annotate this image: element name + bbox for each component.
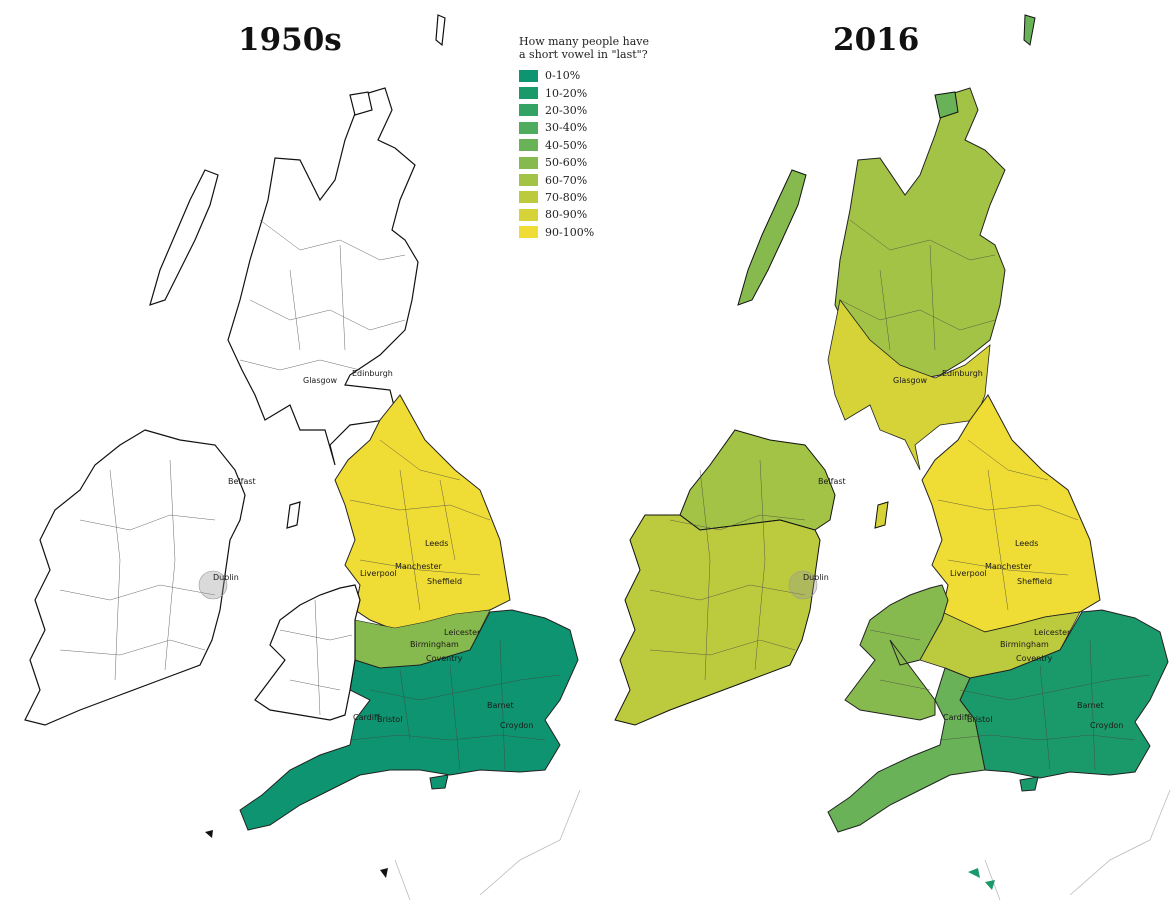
scotland-north-region	[834, 87, 1006, 381]
city-label-belfast: Belfast	[818, 477, 846, 486]
city-label-bristol: Bristol	[967, 715, 992, 724]
legend-swatch	[519, 208, 538, 221]
legend-item: 90-100%	[519, 224, 679, 241]
city-label-edinburgh: Edinburgh	[942, 369, 983, 378]
map-1950s	[24, 14, 581, 901]
city-label-cardiff: Cardiff	[353, 713, 380, 722]
legend-swatch	[519, 139, 538, 152]
ireland-region	[24, 429, 246, 726]
map-title-1950s: 1950s	[238, 22, 342, 58]
city-label-manchester: Manchester	[395, 562, 442, 571]
legend-label: 40-50%	[545, 138, 588, 152]
ireland-north-region	[679, 429, 836, 531]
legend-item: 40-50%	[519, 137, 679, 154]
legend-item: 30-40%	[519, 119, 679, 136]
city-label-birmingham: Birmingham	[1000, 640, 1049, 649]
city-label-leeds: Leeds	[425, 539, 448, 548]
city-label-leeds: Leeds	[1015, 539, 1038, 548]
legend-item: 20-30%	[519, 102, 679, 119]
north-england-region	[921, 394, 1101, 633]
city-label-bristol: Bristol	[377, 715, 402, 724]
legend-swatch	[519, 226, 538, 239]
city-label-dublin: Dublin	[213, 573, 239, 582]
legend-item: 10-20%	[519, 84, 679, 101]
wales-region	[844, 584, 949, 721]
hebrides	[737, 169, 807, 306]
legend-swatch	[519, 191, 538, 204]
city-label-liverpool: Liverpool	[360, 569, 397, 578]
city-label-coventry: Coventry	[426, 654, 463, 663]
legend-item: 0-10%	[519, 67, 679, 84]
legend-item: 70-80%	[519, 189, 679, 206]
city-label-birmingham: Birmingham	[410, 640, 459, 649]
legend-item: 50-60%	[519, 154, 679, 171]
legend-swatch	[519, 69, 538, 82]
map-2016	[614, 14, 1171, 901]
legend-label: 90-100%	[545, 225, 595, 239]
south-east-region	[959, 609, 1169, 779]
legend-swatch	[519, 156, 538, 169]
north-england-region	[334, 394, 511, 631]
legend-item: 80-90%	[519, 206, 679, 223]
legend-swatch	[519, 121, 538, 134]
city-label-sheffield: Sheffield	[427, 577, 462, 586]
city-label-dublin: Dublin	[803, 573, 829, 582]
city-marker	[788, 570, 818, 600]
city-label-leicester: Leicester	[1034, 628, 1071, 637]
legend-label: 60-70%	[545, 173, 588, 187]
south-england-region	[239, 609, 579, 831]
legend-label: 50-60%	[545, 156, 588, 170]
legend-title-line-2: a short vowel in "last"?	[519, 48, 648, 61]
city-label-liverpool: Liverpool	[950, 569, 987, 578]
legend-swatch	[519, 174, 538, 187]
ireland-south-region	[614, 514, 821, 726]
legend-item: 60-70%	[519, 171, 679, 188]
legend: How many people have a short vowel in "l…	[519, 35, 679, 241]
legend-label: 80-90%	[545, 208, 588, 222]
legend-items: 0-10% 10-20% 20-30% 30-40% 40-50% 50-60% 60-70…	[519, 67, 679, 241]
city-label-coventry: Coventry	[1016, 654, 1053, 663]
city-label-edinburgh: Edinburgh	[352, 369, 393, 378]
city-label-glasgow: Glasgow	[303, 376, 337, 385]
legend-swatch	[519, 104, 538, 117]
city-label-glasgow: Glasgow	[893, 376, 927, 385]
city-label-croydon: Croydon	[500, 721, 533, 730]
legend-title-line-1: How many people have	[519, 35, 650, 48]
city-label-croydon: Croydon	[1090, 721, 1123, 730]
city-label-barnet: Barnet	[487, 701, 514, 710]
south-west-region	[827, 667, 986, 833]
city-label-belfast: Belfast	[228, 477, 256, 486]
scotland-region	[227, 87, 419, 466]
city-label-barnet: Barnet	[1077, 701, 1104, 710]
city-label-leicester: Leicester	[444, 628, 481, 637]
legend-label: 70-80%	[545, 190, 588, 204]
legend-swatch	[519, 87, 538, 100]
hebrides	[149, 169, 219, 306]
wales-region	[254, 584, 361, 721]
legend-label: 10-20%	[545, 86, 588, 100]
city-label-sheffield: Sheffield	[1017, 577, 1052, 586]
map-title-2016: 2016	[833, 22, 920, 58]
city-label-manchester: Manchester	[985, 562, 1032, 571]
legend-label: 30-40%	[545, 121, 588, 135]
scotland-south-region	[827, 299, 991, 471]
city-marker	[198, 570, 228, 600]
city-label-cardiff: Cardiff	[943, 713, 970, 722]
legend-label: 20-30%	[545, 103, 588, 117]
legend-label: 0-10%	[545, 69, 581, 83]
city-labels: Glasgow Edinburgh Belfast Dublin Leeds Manche…	[198, 369, 1123, 730]
legend-title: How many people have a short vowel in "l…	[519, 35, 679, 61]
